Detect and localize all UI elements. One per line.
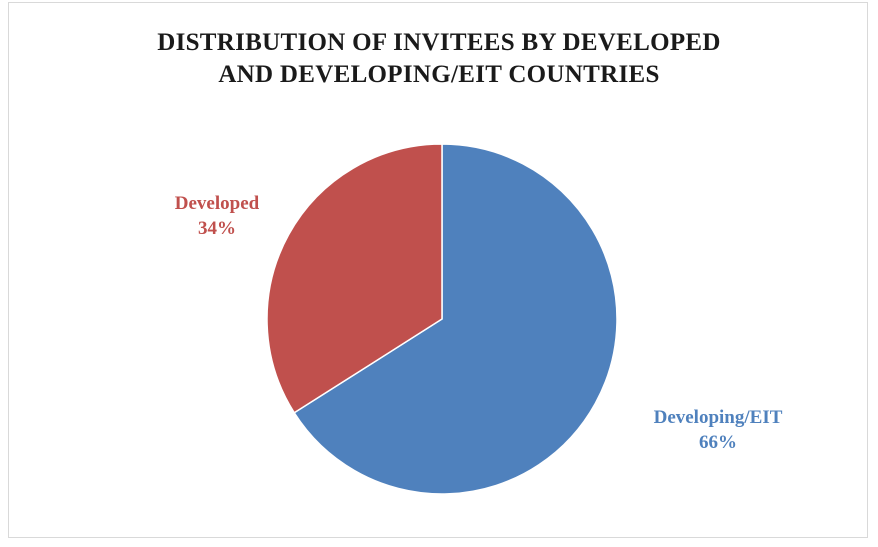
slice-label-name-developed: Developed bbox=[175, 193, 260, 214]
pie-slice-developed bbox=[266, 143, 443, 414]
pie-labels: Developing/EIT 66% Developed 34% bbox=[175, 193, 783, 453]
pie-slice-developing-eit bbox=[293, 143, 618, 495]
slice-label-name-developing-eit: Developing/EIT bbox=[654, 407, 783, 428]
slice-label-value-developed: 34% bbox=[198, 218, 236, 239]
slice-label-value-developing-eit: 66% bbox=[699, 432, 737, 453]
pie-slices bbox=[266, 143, 618, 495]
chart-title-line-1: DISTRIBUTION OF INVITEES BY DEVELOPED bbox=[157, 29, 721, 56]
chart-title-line-2: AND DEVELOPING/EIT COUNTRIES bbox=[218, 61, 660, 88]
chart-title: DISTRIBUTION OF INVITEES BY DEVELOPED AN… bbox=[0, 27, 878, 91]
